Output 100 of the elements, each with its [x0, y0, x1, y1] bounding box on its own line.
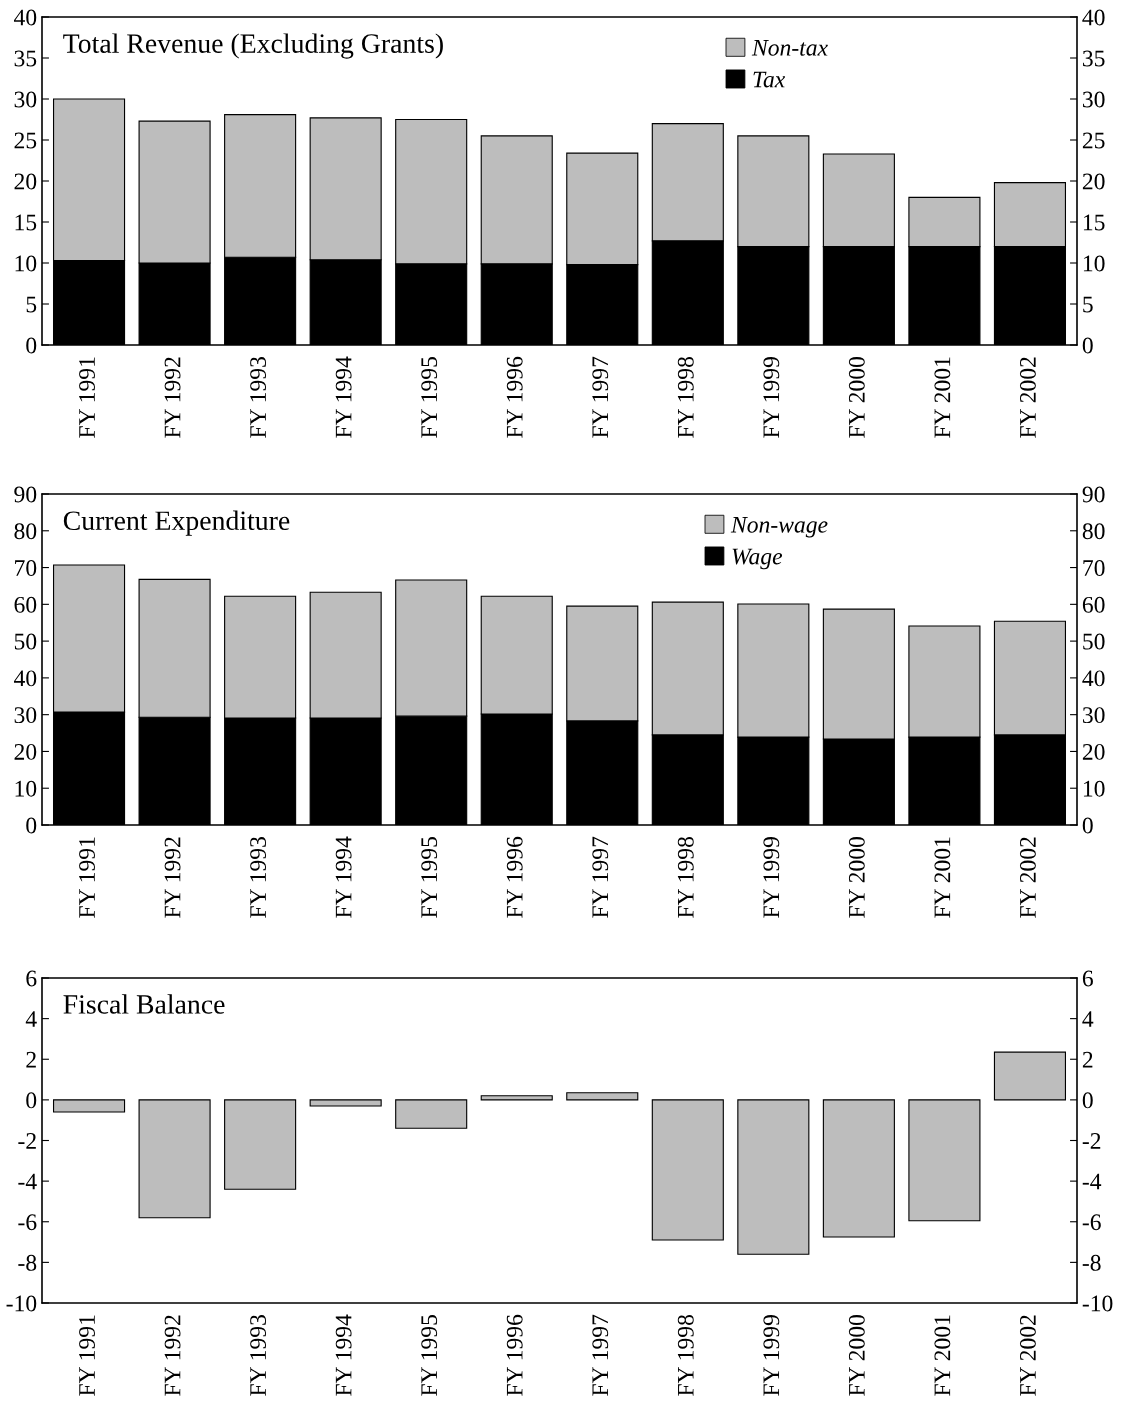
bar: [993, 1051, 1067, 1101]
y2-tick-label: 90: [1082, 486, 1105, 503]
bar: [566, 1092, 639, 1101]
bar: [395, 1099, 468, 1129]
x-tick-label: FY 1992: [164, 1315, 181, 1396]
y2-tick-label: 2: [1082, 1051, 1093, 1068]
y-tick-label: -8: [18, 1254, 37, 1271]
x-tick-label: FY 1998: [677, 1315, 694, 1396]
bar: [309, 1099, 382, 1107]
x-tick-label: FY 2002: [1019, 1315, 1036, 1396]
x-tick-label: FY 2002: [1019, 837, 1036, 918]
y2-tick-label: 0: [1082, 1092, 1093, 1109]
x-tick-label: FY 1998: [677, 357, 694, 438]
y-tick-label: 60: [14, 596, 37, 613]
y2-tick-label: 30: [1082, 91, 1105, 108]
y-tick-label: 30: [14, 707, 37, 724]
x-tick-label: FY 1992: [164, 357, 181, 438]
y2-tick-label: 60: [1082, 596, 1105, 613]
y-tick-label: -10: [6, 1295, 37, 1312]
x-tick-label: FY 1991: [79, 837, 95, 918]
bar: [224, 1099, 297, 1190]
y-tick-label: 20: [14, 173, 37, 190]
bar: [908, 1099, 981, 1222]
text: Current Expenditure: [63, 510, 290, 536]
y-tick-label: 0: [26, 337, 37, 354]
y2-tick-label: -10: [1082, 1295, 1113, 1312]
chart-title: Fiscal Balance: [63, 994, 225, 1014]
y2-tick-label: -6: [1082, 1214, 1101, 1231]
text: Total Revenue (Excluding Grants): [63, 33, 443, 59]
x-tick-label: FY 1995: [421, 837, 438, 918]
y-tick-label: 90: [14, 486, 37, 503]
x-tick-label: FY 1992: [164, 837, 181, 918]
x-tick-label: FY 1994: [335, 1314, 352, 1396]
y2-tick-label: 10: [1083, 255, 1105, 272]
x-tick-label: FY 1999: [763, 837, 780, 918]
x-tick-label: FY 1995: [421, 357, 438, 438]
y2-tick-label: -2: [1082, 1133, 1101, 1149]
y2-tick-label: 30: [1082, 707, 1105, 724]
y-tick-label: 10: [15, 780, 37, 797]
x-tick-label: FY 2000: [848, 837, 865, 918]
y-tick-label: -6: [18, 1214, 37, 1231]
y2-tick-label: 20: [1082, 173, 1105, 190]
y2-tick-label: 6: [1082, 970, 1093, 987]
y-tick-label: 10: [15, 255, 37, 272]
y-tick-label: 25: [14, 132, 37, 149]
y-tick-label: 6: [26, 970, 37, 987]
y2-tick-label: 70: [1083, 560, 1105, 576]
x-tick-label: FY 1993: [250, 357, 267, 438]
x-tick-label: FY 1994: [335, 356, 352, 438]
y-tick-label: 30: [14, 91, 37, 108]
y2-tick-label: 10: [1083, 780, 1105, 797]
y-tick-label: 70: [15, 560, 37, 576]
y2-tick-label: 50: [1083, 633, 1105, 650]
y-tick-label: -2: [18, 1133, 36, 1149]
x-tick-label: FY 2000: [848, 357, 865, 438]
x-tick-label: FY 1994: [335, 836, 352, 918]
y2-tick-label: 0: [1082, 337, 1093, 354]
legend-label: Tax: [753, 71, 786, 88]
y2-tick-label: 40: [1082, 9, 1105, 26]
bar: [138, 1099, 211, 1219]
x-tick-label: FY 1996: [506, 836, 523, 918]
x-tick-label: FY 1998: [677, 837, 694, 918]
x-tick-label: FY 1996: [506, 1314, 523, 1396]
y2-tick-label: 25: [1082, 132, 1105, 149]
y2-tick-label: 80: [1082, 523, 1105, 540]
y-tick-label: 0: [26, 1092, 37, 1109]
y-tick-label: 40: [13, 9, 37, 26]
y2-tick-label: 35: [1082, 50, 1105, 67]
x-tick-label: FY 1999: [763, 357, 780, 438]
bar: [480, 1095, 553, 1101]
x-tick-label: FY 1996: [506, 356, 523, 438]
y2-tick-label: 20: [1082, 743, 1105, 760]
x-tick-label: FY 1995: [421, 1315, 438, 1396]
y-tick-label: 5: [26, 296, 37, 313]
x-tick-label: FY 2001: [934, 1315, 951, 1396]
y-tick-label: 40: [13, 670, 37, 687]
legend-label: Non-wage: [730, 517, 828, 538]
bar: [822, 1099, 895, 1238]
y2-tick-label: -8: [1082, 1254, 1101, 1271]
bar: [651, 1099, 724, 1241]
x-tick-label: FY 1993: [250, 1315, 267, 1396]
legend-label: Non-tax: [751, 40, 828, 56]
y2-tick-label: 0: [1082, 817, 1093, 834]
y-tick-label: 2: [26, 1051, 36, 1068]
x-tick-label: FY 2001: [934, 837, 951, 918]
y2-tick-label: 40: [1082, 670, 1105, 687]
y-tick-label: 80: [14, 523, 37, 540]
x-tick-label: FY 2002: [1019, 357, 1036, 438]
x-tick-label: FY 1991: [79, 1315, 95, 1396]
x-tick-label: FY 1993: [250, 837, 267, 918]
y-tick-label: 50: [14, 633, 37, 650]
x-tick-label: FY 1991: [79, 357, 95, 438]
y-tick-label: 35: [14, 50, 37, 67]
y2-tick-label: 5: [1083, 296, 1093, 313]
bar: [52, 1099, 126, 1113]
y-tick-label: 15: [15, 214, 37, 231]
y-tick-label: 20: [14, 743, 37, 760]
y2-tick-label: 4: [1082, 1011, 1094, 1027]
x-tick-label: FY 1997: [592, 1314, 609, 1396]
y-tick-label: -4: [18, 1173, 37, 1190]
